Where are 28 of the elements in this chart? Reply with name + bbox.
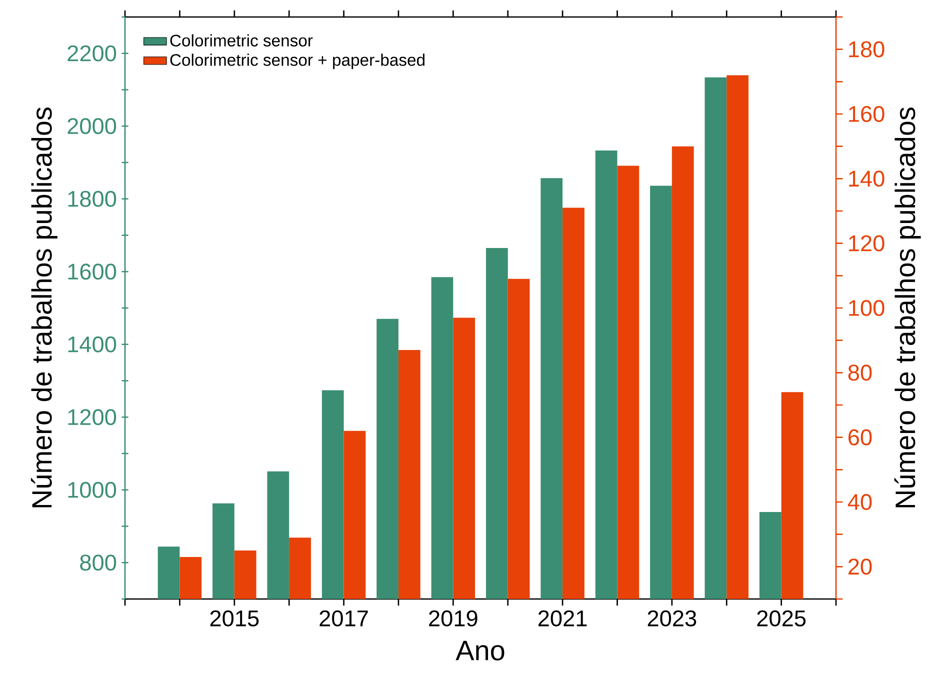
x-tick-label: 2015 xyxy=(210,610,259,626)
y2-tick-label: 80 xyxy=(848,364,872,381)
y2-axis-title: Número de trabalhos publicados xyxy=(894,108,921,508)
y-tick-label: 1200 xyxy=(68,409,116,426)
y2-tick-label: 20 xyxy=(848,558,872,575)
legend-label: Colorimetric sensor xyxy=(170,34,313,46)
x-tick-label: 2025 xyxy=(757,610,806,626)
y-tick-label: 2200 xyxy=(68,45,116,62)
legend-label: Colorimetric sensor + paper-based xyxy=(170,54,424,70)
y2-tick-label: 40 xyxy=(848,494,872,510)
y-tick-label: 1000 xyxy=(68,482,116,498)
y-axis-title: Número de trabalhos publicados xyxy=(30,108,58,508)
y-tick-label: 1400 xyxy=(68,336,116,352)
y2-tick-label: 60 xyxy=(848,429,872,446)
y2-tick-label: 160 xyxy=(849,106,884,122)
x-tick-label: 2019 xyxy=(429,610,478,626)
y2-tick-label: 140 xyxy=(849,170,884,187)
x-tick-label: 2021 xyxy=(538,610,587,626)
y-tick-label: 1800 xyxy=(68,190,116,207)
y-tick-label: 800 xyxy=(80,554,116,571)
y-tick-label: 2000 xyxy=(68,118,116,134)
y2-tick-label: 120 xyxy=(849,235,884,252)
y-tick-label: 1600 xyxy=(68,264,116,280)
y2-tick-label: 100 xyxy=(849,300,884,316)
y2-tick-label: 180 xyxy=(849,41,884,58)
x-axis-title: Ano xyxy=(456,640,504,660)
x-tick-label: 2023 xyxy=(648,610,696,626)
x-tick-label: 2017 xyxy=(320,610,368,626)
